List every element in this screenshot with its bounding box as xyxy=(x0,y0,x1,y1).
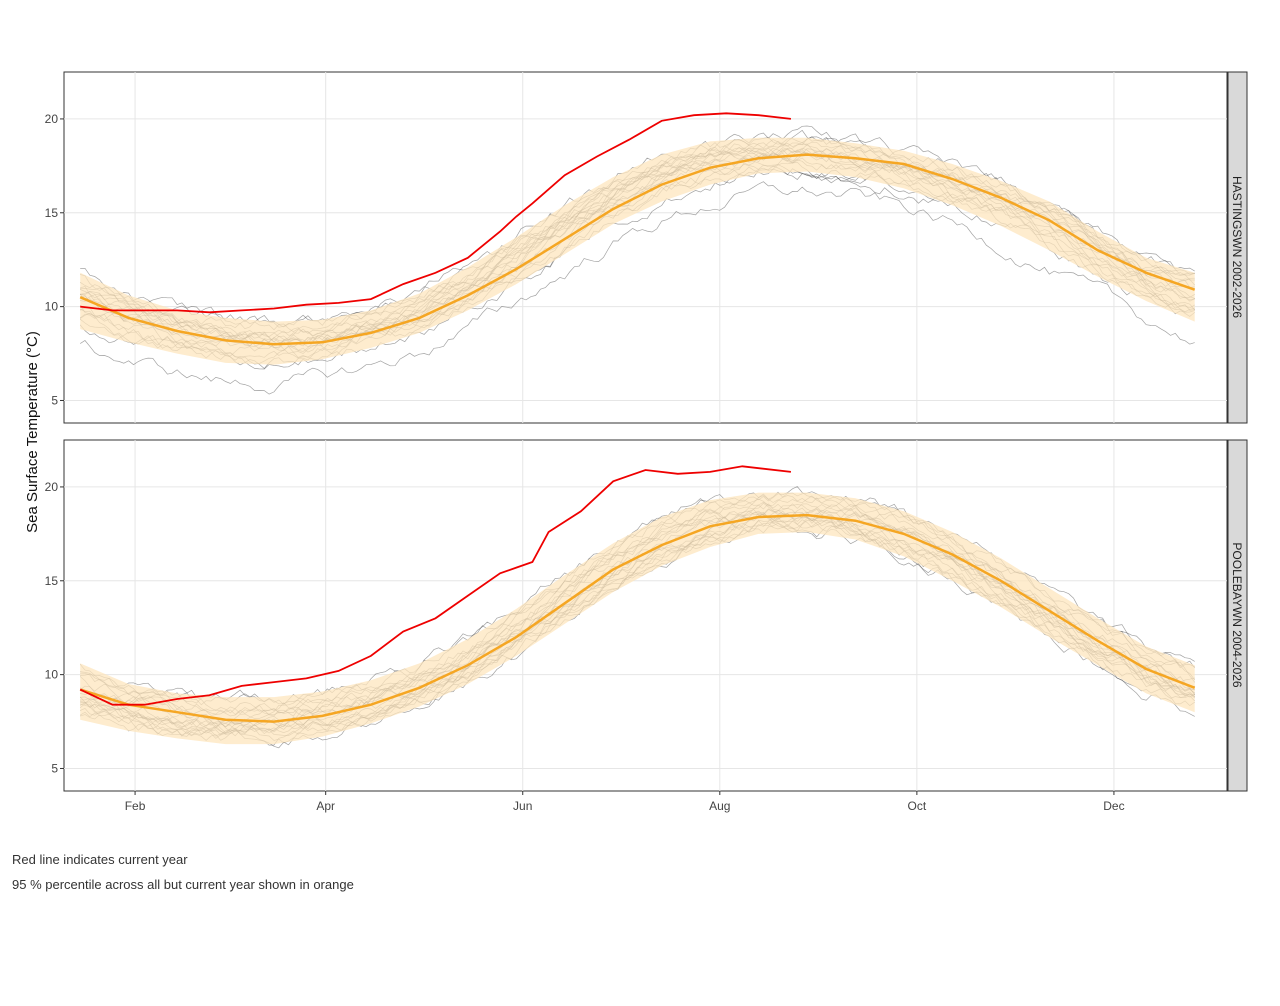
panel-poole: 5 10 15 20 POOLEBAYWN 2004-2026 xyxy=(45,439,1248,792)
panel-poole-percentile-band xyxy=(80,492,1195,745)
panel-hastings-strip-label: HASTINGSWN 2002-2026 xyxy=(1230,176,1244,318)
panel-poole-current-year-line xyxy=(79,465,792,706)
y-tick-label: 10 xyxy=(45,668,59,682)
panel-hastings-current-year-line xyxy=(80,112,792,314)
x-tick-label: Apr xyxy=(316,799,335,813)
y-tick-label: 5 xyxy=(51,393,58,407)
chart-notes: Red line indicates current year 95 % per… xyxy=(12,852,354,902)
panel-poole-strip-label: POOLEBAYWN 2004-2026 xyxy=(1230,542,1244,688)
y-tick-label: 15 xyxy=(45,574,59,588)
panel-hastings: 5 10 15 20 HASTINGSWN 2002-2026 xyxy=(45,71,1248,424)
panel-hastings-percentile-band xyxy=(80,137,1195,365)
panel-poole-median-line xyxy=(79,513,1196,723)
panel-poole-strip xyxy=(1227,439,1248,792)
x-axis-ticks: Feb Apr Jun Aug Oct Dec xyxy=(125,791,1125,813)
y-tick-label: 20 xyxy=(45,480,59,494)
y-tick-label: 20 xyxy=(45,112,59,126)
note-percentile: 95 % percentile across all but current y… xyxy=(12,877,354,892)
panel-hastings-frame xyxy=(63,71,1228,424)
historical-year-line xyxy=(80,181,1195,395)
y-tick-label: 10 xyxy=(45,300,59,314)
panel-hastings-y-ticks: 5 10 15 20 xyxy=(45,112,64,407)
x-tick-label: Oct xyxy=(908,799,927,813)
panel-poole-y-ticks: 5 10 15 20 xyxy=(45,480,64,775)
x-tick-label: Dec xyxy=(1103,799,1124,813)
y-axis-label: Sea Surface Temperature (°C) xyxy=(24,331,41,533)
x-tick-label: Jun xyxy=(513,799,532,813)
y-tick-label: 15 xyxy=(45,206,59,220)
panel-hastings-strip xyxy=(1227,71,1248,424)
x-tick-label: Feb xyxy=(125,799,146,813)
x-tick-label: Aug xyxy=(709,799,730,813)
panel-hastings-median-line xyxy=(79,153,1196,346)
note-current-year: Red line indicates current year xyxy=(12,852,188,867)
y-tick-label: 5 xyxy=(51,761,58,775)
panel-poole-gridlines xyxy=(64,440,1227,791)
